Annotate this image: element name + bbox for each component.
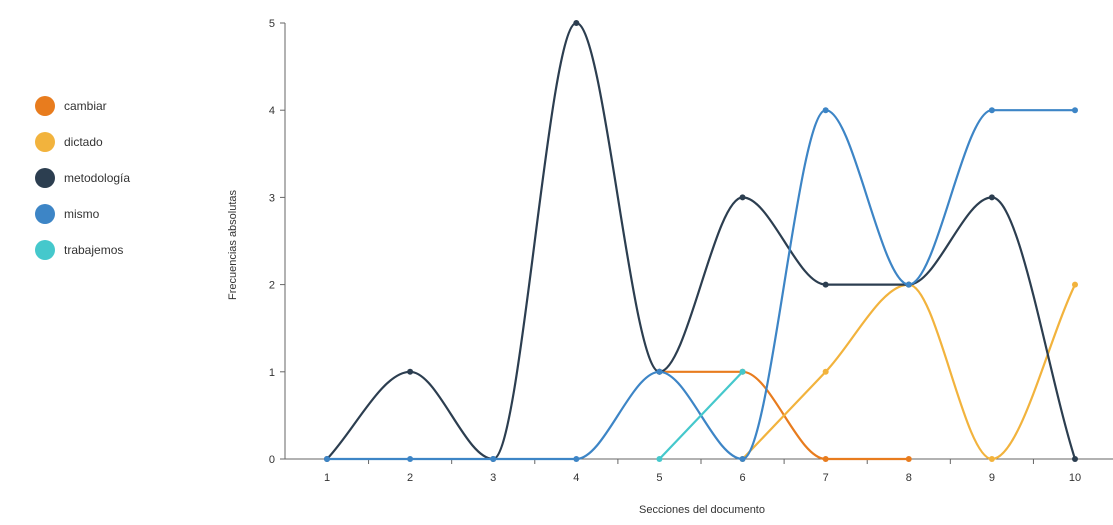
data-point-mismo	[739, 456, 746, 462]
legend-swatch-dictado	[35, 132, 55, 152]
data-point-mismo	[656, 368, 663, 375]
legend-swatch-trabajemos	[35, 240, 55, 260]
legend-item-cambiar[interactable]: cambiar	[35, 88, 130, 124]
legend-item-mismo[interactable]: mismo	[35, 196, 130, 232]
series-trabajemos	[656, 368, 746, 462]
x-tick-label: 10	[1069, 472, 1081, 484]
series-dictado	[739, 281, 1078, 462]
x-tick-label: 2	[407, 472, 413, 484]
x-tick-label: 6	[739, 472, 745, 484]
data-point-trabajemos	[656, 456, 663, 462]
x-tick-label: 9	[989, 472, 995, 484]
x-axis-title: Secciones del documento	[639, 504, 765, 516]
series-metodologia	[324, 20, 1078, 462]
y-tick-label: 3	[269, 192, 275, 204]
axis-labels: Secciones del documento Frecuencias abso…	[227, 189, 765, 516]
legend-item-trabajemos[interactable]: trabajemos	[35, 232, 130, 268]
axes: 0 1 2 3 4 5 1 2 3 4 5 6 7 8 9 10	[269, 18, 1113, 484]
y-tick-label: 2	[269, 280, 275, 292]
legend-label-trabajemos: trabajemos	[64, 243, 124, 257]
data-point-cambiar	[822, 456, 829, 462]
legend-label-dictado: dictado	[64, 135, 103, 149]
legend-swatch-metodologia	[35, 168, 55, 188]
data-point-mismo	[573, 456, 580, 462]
legend: cambiar dictado metodología mismo trabaj…	[35, 88, 130, 268]
data-point-metodologia	[573, 20, 580, 26]
data-point-metodologia	[407, 368, 414, 375]
x-tick-label: 3	[490, 472, 496, 484]
data-point-mismo	[822, 107, 829, 114]
data-point-trabajemos	[739, 368, 746, 375]
legend-swatch-mismo	[35, 204, 55, 224]
data-point-mismo	[1072, 107, 1078, 114]
y-tick-label: 1	[269, 367, 275, 379]
data-point-mismo	[490, 456, 497, 462]
data-point-mismo	[324, 456, 330, 462]
data-point-dictado	[988, 456, 995, 462]
series-line-metodologia	[325, 21, 1077, 461]
legend-label-metodologia: metodología	[64, 171, 131, 185]
series-line-dictado	[741, 283, 1077, 461]
y-tick-label: 5	[269, 18, 275, 30]
series-line-trabajemos	[658, 370, 744, 461]
x-tick-label: 7	[823, 472, 829, 484]
data-point-cambiar	[905, 456, 912, 462]
legend-label-cambiar: cambiar	[64, 99, 107, 113]
series-layer	[324, 20, 1078, 462]
legend-swatch-cambiar	[35, 96, 55, 116]
y-tick-label: 4	[269, 105, 275, 117]
x-tick-label: 1	[324, 472, 330, 484]
x-tick-label: 4	[573, 472, 579, 484]
data-point-metodologia	[822, 281, 829, 288]
x-tick-label: 5	[656, 472, 662, 484]
legend-item-metodologia[interactable]: metodología	[35, 160, 130, 196]
data-point-dictado	[1072, 281, 1078, 288]
y-tick-label: 0	[269, 454, 275, 466]
legend-label-mismo: mismo	[64, 207, 100, 221]
x-tick-label: 8	[906, 472, 912, 484]
data-point-mismo	[988, 107, 995, 114]
data-point-dictado	[822, 368, 829, 375]
data-point-mismo	[905, 281, 912, 288]
data-point-metodologia	[1072, 456, 1078, 462]
legend-item-dictado[interactable]: dictado	[35, 124, 130, 160]
y-axis-title: Frecuencias absolutas	[227, 189, 239, 300]
series-mismo	[324, 107, 1078, 462]
data-point-metodologia	[739, 194, 746, 201]
data-point-metodologia	[988, 194, 995, 201]
data-point-mismo	[407, 456, 414, 462]
